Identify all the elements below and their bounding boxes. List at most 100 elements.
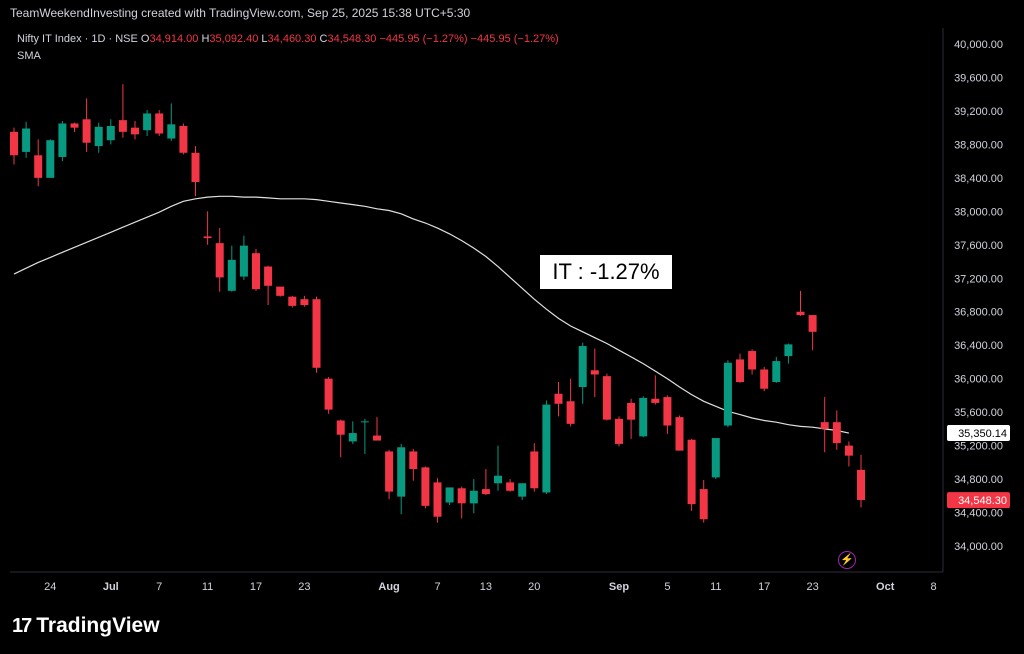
candle[interactable] (215, 228, 224, 292)
legend-symbol[interactable]: Nifty IT Index · 1D · NSE (17, 33, 138, 45)
candle[interactable] (808, 315, 817, 351)
candle[interactable] (760, 366, 769, 392)
candle[interactable] (94, 122, 103, 153)
candle[interactable] (699, 479, 708, 523)
x-tick-label: 24 (44, 581, 56, 593)
annotation-box[interactable]: IT : -1.27% (540, 255, 672, 289)
candle[interactable] (70, 122, 79, 132)
candle[interactable] (252, 248, 260, 291)
candle[interactable] (566, 378, 575, 427)
candle-body (784, 344, 793, 357)
x-tick-label: 7 (434, 581, 440, 593)
x-tick-label: 20 (528, 581, 540, 593)
candle[interactable] (34, 139, 43, 187)
candle-body (542, 404, 551, 493)
candle-body (699, 489, 708, 520)
candle[interactable] (736, 353, 744, 383)
candle[interactable] (227, 245, 236, 292)
candle-body (324, 378, 333, 410)
sma-indicator-label[interactable]: SMA (17, 50, 41, 62)
candle[interactable] (627, 398, 636, 439)
candle[interactable] (167, 103, 176, 142)
candle[interactable] (433, 478, 442, 523)
candle[interactable] (748, 349, 757, 375)
candle-body (300, 299, 309, 306)
lightning-icon[interactable]: ⚡ (838, 551, 856, 569)
candle[interactable] (385, 449, 394, 500)
candle-body (602, 376, 611, 420)
candle[interactable] (832, 410, 841, 450)
candle[interactable] (118, 84, 127, 138)
candle[interactable] (46, 139, 55, 178)
candle[interactable] (711, 438, 720, 480)
candle[interactable] (445, 487, 454, 506)
candle[interactable] (179, 123, 188, 155)
candle[interactable] (397, 443, 406, 515)
candle[interactable] (203, 211, 212, 245)
candle[interactable] (651, 375, 660, 405)
candle[interactable] (22, 121, 31, 158)
candle[interactable] (360, 418, 369, 454)
candle[interactable] (312, 296, 321, 373)
candle[interactable] (324, 376, 333, 414)
tradingview-logo-icon: 17 (12, 614, 32, 637)
x-tick-label: 11 (710, 581, 721, 593)
candle[interactable] (481, 469, 490, 495)
candle[interactable] (578, 342, 587, 404)
candle[interactable] (796, 290, 805, 316)
candle[interactable] (772, 356, 781, 383)
y-tick-label: 40,000.00 (954, 39, 1003, 51)
legend-l-label: L (261, 33, 268, 45)
candle[interactable] (143, 110, 152, 137)
candle[interactable] (106, 119, 115, 145)
candle[interactable] (457, 486, 466, 519)
candle[interactable] (82, 98, 91, 152)
candle[interactable] (10, 127, 18, 165)
candle[interactable] (264, 265, 273, 306)
sma-layer (13, 195, 850, 434)
candle[interactable] (191, 146, 200, 197)
candle[interactable] (336, 419, 345, 458)
candle[interactable] (155, 110, 164, 137)
x-tick-label: Oct (876, 581, 895, 593)
candle[interactable] (131, 120, 139, 140)
candle[interactable] (820, 397, 829, 453)
candle[interactable] (276, 286, 285, 297)
candle[interactable] (723, 360, 732, 428)
candle[interactable] (373, 417, 381, 441)
candle[interactable] (300, 295, 309, 307)
candle[interactable] (639, 396, 648, 438)
candle[interactable] (518, 483, 527, 500)
candle[interactable] (506, 479, 515, 492)
candle-body (844, 445, 853, 456)
candle[interactable] (590, 348, 599, 398)
candle[interactable] (857, 454, 865, 508)
candle[interactable] (409, 448, 418, 481)
candle[interactable] (554, 382, 563, 417)
candle[interactable] (675, 415, 684, 451)
candle-body (578, 346, 587, 388)
candle[interactable] (494, 445, 502, 491)
candle[interactable] (421, 466, 430, 509)
candle-body (179, 125, 188, 153)
candle[interactable] (348, 421, 357, 444)
candle-body (736, 359, 744, 383)
candle[interactable] (239, 235, 248, 280)
candle[interactable] (844, 441, 853, 467)
sma-price-label: 35,350.14 (958, 428, 1007, 440)
candle[interactable] (602, 373, 611, 421)
candle[interactable] (469, 479, 478, 514)
candle[interactable] (784, 343, 793, 364)
x-tick-label: 23 (806, 581, 818, 593)
legend-close: 34,548.30 (327, 33, 377, 45)
candle[interactable] (663, 395, 672, 434)
candle[interactable] (542, 400, 551, 495)
candle[interactable] (288, 295, 297, 308)
candle[interactable] (530, 443, 539, 492)
candle[interactable] (58, 120, 67, 162)
candle[interactable] (615, 416, 623, 447)
candle-body (34, 155, 43, 178)
y-tick-label: 36,000.00 (954, 374, 1003, 386)
candle[interactable] (687, 438, 696, 511)
